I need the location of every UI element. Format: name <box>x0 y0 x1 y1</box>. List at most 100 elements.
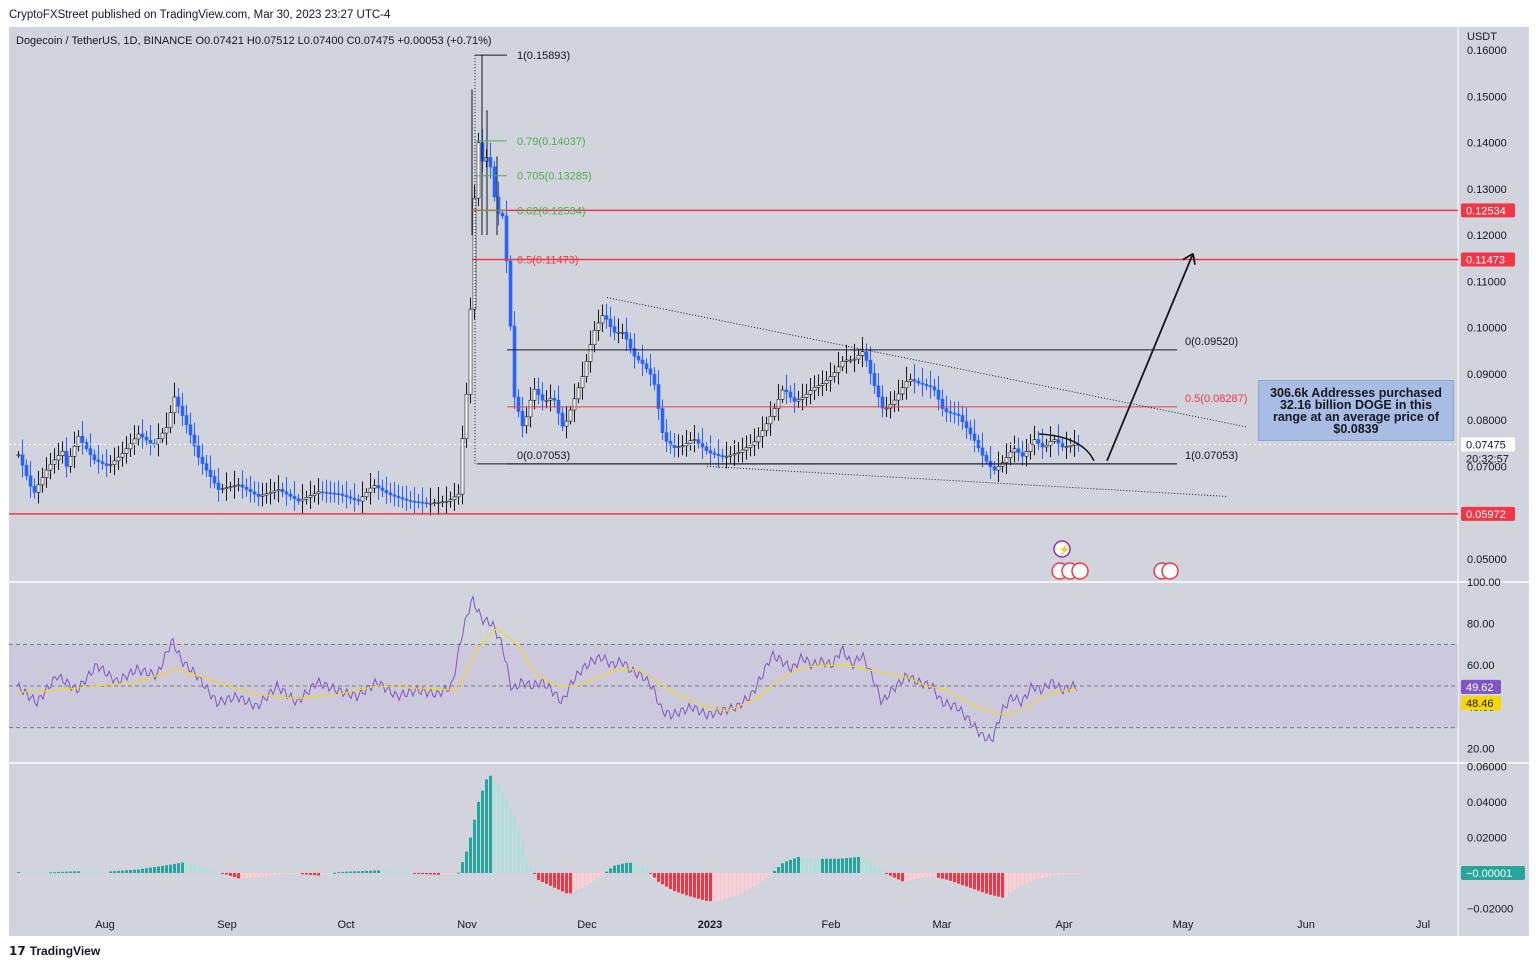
macd-bar <box>1033 872 1036 880</box>
candle-body <box>836 366 841 373</box>
macd-bar <box>349 871 352 873</box>
macd-bar <box>301 872 304 875</box>
macd-bar <box>29 872 32 874</box>
macd-bar <box>281 872 284 875</box>
candle-body <box>344 495 349 498</box>
macd-bar <box>985 872 988 894</box>
macd-bar <box>789 859 792 873</box>
candle-body <box>392 494 397 497</box>
candle-body <box>400 497 405 500</box>
macd-bar <box>525 857 528 873</box>
macd-bar <box>989 872 992 895</box>
candle-body <box>296 498 301 502</box>
candle-body <box>1028 443 1033 452</box>
macd-bar <box>689 872 692 897</box>
macd-bar <box>677 872 680 893</box>
candle-body <box>944 408 949 413</box>
candle-body <box>1020 452 1025 457</box>
candle-body <box>500 213 505 217</box>
candle-body <box>892 399 897 405</box>
candle-body <box>776 399 781 409</box>
candle-body <box>856 355 861 360</box>
macd-bar <box>249 872 252 878</box>
candle-body <box>184 415 189 426</box>
macd-value-label: −0.00001 <box>1466 868 1512 880</box>
candle-body <box>416 501 421 504</box>
macd-bar <box>93 871 96 873</box>
brand-label: TradingView <box>29 944 101 958</box>
macd-bar <box>861 858 864 873</box>
macd-bar <box>529 867 532 873</box>
candle-body <box>936 389 941 400</box>
tradingview-footer[interactable]: 𝟭𝟳 TradingView <box>9 944 100 958</box>
macd-bar <box>309 872 312 875</box>
macd-bar <box>969 872 972 888</box>
macd-bar <box>873 863 876 873</box>
macd-bar <box>557 872 560 890</box>
macd-bar <box>125 870 128 873</box>
candle-body <box>292 496 297 500</box>
publish-header: CryptoFXStreet published on TradingView.… <box>9 9 391 21</box>
candle-body <box>88 448 93 456</box>
macd-bar <box>245 872 248 878</box>
candle-body <box>1024 451 1029 457</box>
macd-bar <box>581 872 584 888</box>
macd-bar <box>185 863 188 873</box>
rsi-value-label: 48.46 <box>1466 698 1494 710</box>
fib-label: 0.79(0.14037) <box>517 136 586 148</box>
candle-body <box>508 260 513 327</box>
candle-body <box>160 432 165 439</box>
candle-body <box>248 489 253 493</box>
macd-bar <box>797 857 800 873</box>
macd-bar <box>553 872 556 888</box>
macd-bar <box>541 872 544 882</box>
macd-bar <box>105 871 108 873</box>
rsi-tick-label: 20.00 <box>1467 743 1495 755</box>
candle-body <box>596 322 601 331</box>
candle-body <box>320 491 325 494</box>
macd-bar <box>765 872 768 878</box>
macd-bar <box>385 870 388 873</box>
candle-body <box>60 450 65 456</box>
candle-body <box>680 445 685 448</box>
tradingview-logo-icon: 𝟭𝟳 <box>9 944 26 958</box>
macd-tick-label: 0.02000 <box>1467 833 1507 845</box>
candle-body <box>280 489 285 493</box>
price-tick-label: 0.13000 <box>1467 184 1507 196</box>
macd-bar <box>337 872 340 874</box>
candle-body <box>264 493 269 496</box>
macd-bar <box>461 862 464 873</box>
candle-body <box>364 492 369 498</box>
candle-body <box>32 485 37 493</box>
candle-body <box>432 502 437 504</box>
macd-bar <box>613 865 616 873</box>
candle-body <box>652 374 657 385</box>
candle-body <box>388 492 393 496</box>
candle-body <box>908 379 913 382</box>
macd-bar <box>721 872 724 900</box>
macd-bar <box>661 872 664 885</box>
macd-bar <box>597 872 600 879</box>
price-label: 0.05972 <box>1466 509 1506 521</box>
candle-body <box>140 433 145 438</box>
macd-bar <box>1013 872 1016 891</box>
macd-bar <box>701 872 704 900</box>
candle-body <box>576 387 581 400</box>
candle-body <box>384 490 389 494</box>
candle-body <box>736 452 741 455</box>
macd-bar <box>957 872 960 884</box>
macd-bar <box>573 872 576 892</box>
price-label: 0.12534 <box>1466 205 1506 217</box>
fib-label: 0.5(0.11473) <box>517 254 579 266</box>
candle-body <box>660 408 665 433</box>
candle-body <box>624 331 629 340</box>
macd-bar <box>681 872 684 894</box>
rsi-value-label: 49.62 <box>1466 682 1494 694</box>
macd-bar <box>713 872 716 901</box>
candle-body <box>592 330 597 346</box>
price-label-box <box>1461 506 1515 521</box>
candle-body <box>104 463 109 466</box>
macd-bar <box>365 870 368 873</box>
candle-body <box>516 396 521 412</box>
